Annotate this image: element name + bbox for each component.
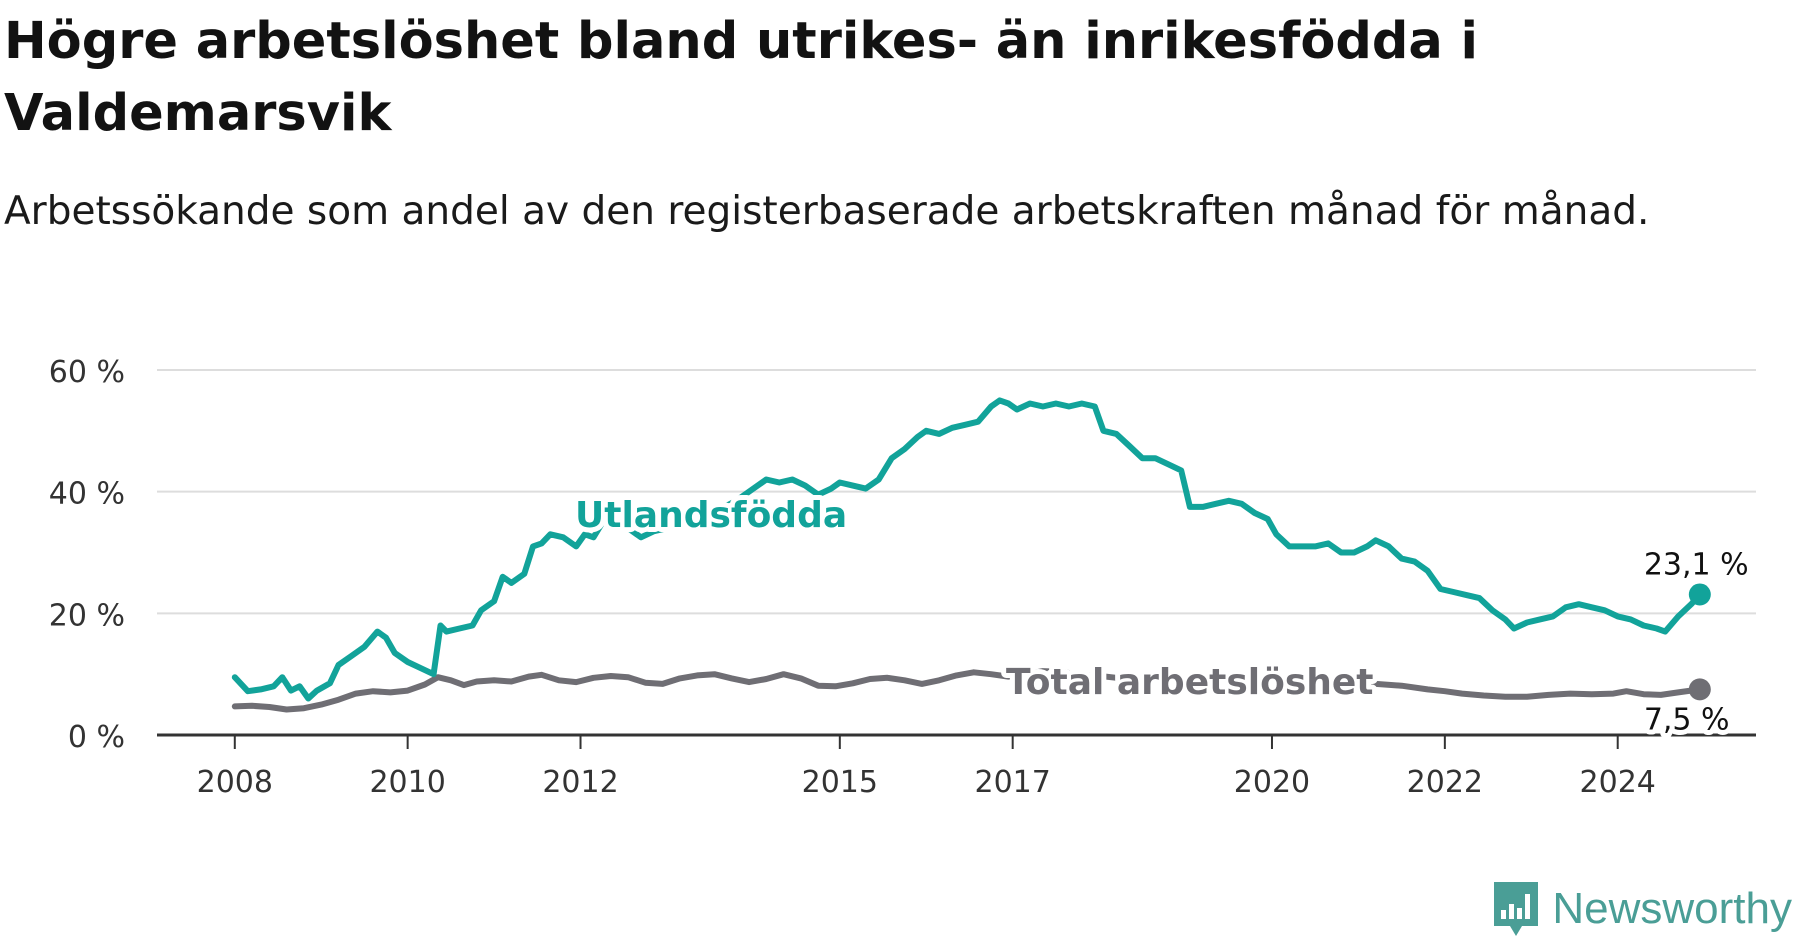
- series-label-utlandsfodda: Utlandsfödda: [575, 495, 847, 536]
- x-tick-label: 2012: [542, 765, 618, 800]
- end-point-utlandsfodda: [1688, 583, 1711, 606]
- x-tick-label: 2024: [1580, 765, 1656, 800]
- end-label-total: 7,5 %: [1644, 702, 1730, 737]
- series-label-total-halo: Total arbetslöshet: [1006, 662, 1374, 703]
- x-tick-label: 2020: [1234, 765, 1310, 800]
- y-tick-label: 60 %: [49, 355, 125, 390]
- series-label-total: Total arbetslöshet: [1006, 662, 1374, 703]
- line-chart: 0 % 20 % 40 % 60 % 2008 2010 2012 2015 2017 2020 2…: [49, 355, 1756, 800]
- series-line-total: [231, 668, 1703, 713]
- bar-chart-icon: [1494, 882, 1539, 936]
- x-tick-label: 2010: [369, 765, 445, 800]
- chart-subtitle: Arbetssökande som andel av den registerb…: [4, 189, 1650, 234]
- y-tick-label: 0 %: [68, 720, 125, 755]
- series-line-utlandsfodda: [231, 397, 1703, 702]
- end-point-total: [1688, 678, 1711, 701]
- end-label-utlandsfodda: 23,1 %: [1644, 547, 1749, 582]
- x-tick-label: 2008: [197, 765, 273, 800]
- end-label-total-halo: 7,5 %: [1644, 702, 1730, 737]
- end-label-utlandsfodda-halo: 23,1 %: [1644, 547, 1749, 582]
- x-tick-label: 2022: [1407, 765, 1483, 800]
- chart-title: Högre arbetslöshet bland utrikes- än inr…: [4, 12, 1479, 143]
- x-tick-label: 2017: [975, 765, 1051, 800]
- brand-logo: Newsworthy: [1492, 880, 1792, 938]
- y-tick-label: 20 %: [49, 598, 125, 633]
- y-tick-label: 40 %: [49, 477, 125, 512]
- x-tick-label: 2015: [802, 765, 878, 800]
- series-label-utlandsfodda-halo: Utlandsfödda: [575, 495, 847, 536]
- brand-name: Newsworthy: [1552, 884, 1792, 933]
